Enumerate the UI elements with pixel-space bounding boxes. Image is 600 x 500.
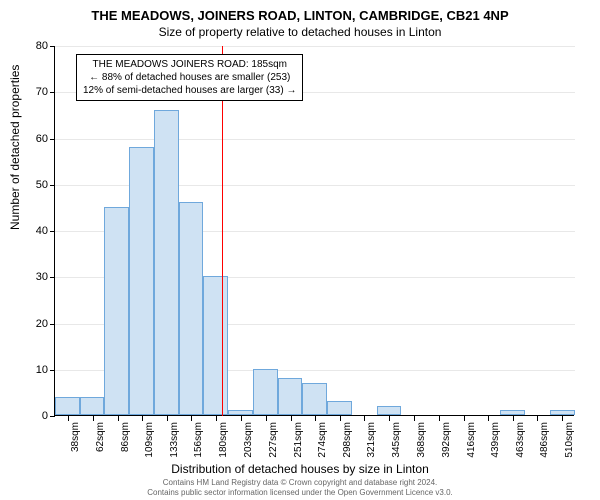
footer-text: Contains HM Land Registry data © Crown c…	[0, 478, 600, 497]
xtick-label: 180sqm	[218, 422, 229, 462]
xtick-label: 345sqm	[391, 422, 402, 462]
histogram-bar	[179, 202, 204, 415]
xtick-label: 156sqm	[193, 422, 204, 462]
xtick-label: 227sqm	[268, 422, 279, 462]
histogram-bar	[500, 410, 525, 415]
xtick-mark	[93, 416, 94, 421]
annotation-line-1: THE MEADOWS JOINERS ROAD: 185sqm	[83, 58, 296, 71]
histogram-bar	[80, 397, 105, 416]
chart-container: THE MEADOWS, JOINERS ROAD, LINTON, CAMBR…	[0, 0, 600, 500]
xtick-label: 416sqm	[466, 422, 477, 462]
xtick-mark	[167, 416, 168, 421]
xtick-label: 109sqm	[144, 422, 155, 462]
histogram-bar	[129, 147, 154, 415]
plot-area: 0102030405060708038sqm62sqm86sqm109sqm13…	[54, 46, 574, 416]
xtick-mark	[414, 416, 415, 421]
histogram-bar	[327, 401, 352, 415]
xtick-label: 203sqm	[243, 422, 254, 462]
ytick-label: 30	[24, 271, 48, 283]
ytick-label: 60	[24, 133, 48, 145]
annotation-box: THE MEADOWS JOINERS ROAD: 185sqm ← 88% o…	[76, 54, 303, 101]
xtick-label: 321sqm	[366, 422, 377, 462]
xtick-label: 274sqm	[317, 422, 328, 462]
y-axis-label: Number of detached properties	[8, 65, 22, 230]
xtick-mark	[291, 416, 292, 421]
histogram-bar	[55, 397, 80, 416]
ytick-mark	[50, 231, 55, 232]
xtick-label: 38sqm	[70, 422, 81, 462]
xtick-mark	[241, 416, 242, 421]
ytick-label: 80	[24, 40, 48, 52]
histogram-bar	[154, 110, 179, 415]
ytick-label: 20	[24, 318, 48, 330]
annotation-line-2: ← 88% of detached houses are smaller (25…	[83, 71, 296, 84]
histogram-bar	[104, 207, 129, 415]
xtick-label: 133sqm	[169, 422, 180, 462]
ytick-mark	[50, 370, 55, 371]
xtick-label: 86sqm	[120, 422, 131, 462]
chart-title: THE MEADOWS, JOINERS ROAD, LINTON, CAMBR…	[0, 0, 600, 23]
xtick-mark	[537, 416, 538, 421]
ytick-mark	[50, 92, 55, 93]
xtick-mark	[513, 416, 514, 421]
xtick-label: 463sqm	[515, 422, 526, 462]
ytick-mark	[50, 46, 55, 47]
histogram-bar	[203, 276, 228, 415]
xtick-label: 251sqm	[293, 422, 304, 462]
xtick-mark	[142, 416, 143, 421]
gridline	[55, 46, 575, 47]
ytick-mark	[50, 277, 55, 278]
xtick-label: 62sqm	[95, 422, 106, 462]
xtick-mark	[464, 416, 465, 421]
ytick-mark	[50, 185, 55, 186]
ytick-mark	[50, 416, 55, 417]
plot: 0102030405060708038sqm62sqm86sqm109sqm13…	[54, 46, 574, 416]
histogram-bar	[302, 383, 327, 415]
xtick-mark	[389, 416, 390, 421]
xtick-mark	[191, 416, 192, 421]
ytick-label: 0	[24, 410, 48, 422]
ytick-label: 70	[24, 86, 48, 98]
xtick-mark	[118, 416, 119, 421]
histogram-bar	[377, 406, 402, 415]
histogram-bar	[550, 410, 575, 415]
annotation-line-3: 12% of semi-detached houses are larger (…	[83, 84, 296, 97]
ytick-label: 40	[24, 225, 48, 237]
xtick-label: 486sqm	[539, 422, 550, 462]
ytick-mark	[50, 139, 55, 140]
xtick-mark	[439, 416, 440, 421]
xtick-mark	[364, 416, 365, 421]
x-axis-label: Distribution of detached houses by size …	[0, 462, 600, 476]
chart-subtitle: Size of property relative to detached ho…	[0, 23, 600, 39]
footer-line-1: Contains HM Land Registry data © Crown c…	[0, 478, 600, 488]
ytick-label: 10	[24, 364, 48, 376]
xtick-mark	[216, 416, 217, 421]
ytick-label: 50	[24, 179, 48, 191]
xtick-mark	[315, 416, 316, 421]
xtick-label: 368sqm	[416, 422, 427, 462]
xtick-mark	[266, 416, 267, 421]
histogram-bar	[278, 378, 303, 415]
xtick-mark	[68, 416, 69, 421]
xtick-label: 392sqm	[441, 422, 452, 462]
reference-line	[222, 46, 223, 416]
xtick-label: 298sqm	[342, 422, 353, 462]
histogram-bar	[253, 369, 278, 415]
xtick-mark	[488, 416, 489, 421]
xtick-label: 439sqm	[490, 422, 501, 462]
histogram-bar	[228, 410, 253, 415]
xtick-label: 510sqm	[564, 422, 575, 462]
xtick-mark	[562, 416, 563, 421]
gridline	[55, 139, 575, 140]
ytick-mark	[50, 324, 55, 325]
footer-line-2: Contains public sector information licen…	[0, 488, 600, 498]
xtick-mark	[340, 416, 341, 421]
